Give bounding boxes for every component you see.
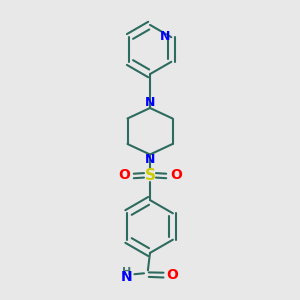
Text: O: O (170, 168, 182, 182)
Text: O: O (166, 268, 178, 282)
Text: H: H (122, 267, 131, 278)
Text: N: N (121, 270, 132, 284)
Text: N: N (160, 29, 170, 43)
Text: N: N (145, 96, 155, 110)
Text: S: S (145, 168, 155, 183)
Text: N: N (145, 153, 155, 166)
Text: O: O (118, 168, 130, 182)
